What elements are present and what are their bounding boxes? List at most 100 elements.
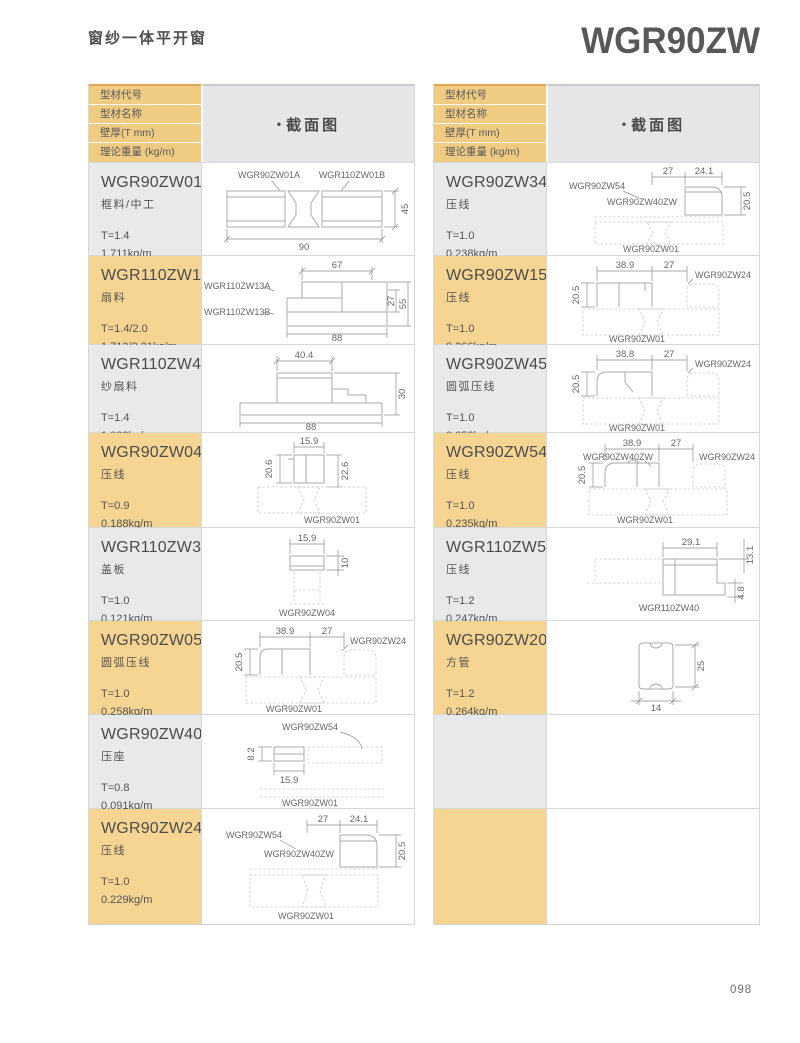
profile-code: WGR90ZW01 [101,174,203,191]
profile-name: 圆弧压线 [446,381,496,393]
profile-name: 压线 [446,292,471,304]
header-wall-thickness: 壁厚(T mm) [434,124,546,143]
profile-thickness: T=0.9 [101,500,130,512]
profile-info-cell: WGR90ZW34 压线 T=1.0 0.238kg/m [434,163,548,260]
profile-code: WGR90ZW45 [446,356,548,373]
dimension-label: 24.1 [350,814,369,825]
table-row: WGR90ZW04 压线 T=0.9 0.188kg/m 15.9 [89,432,414,530]
profile-name: 圆弧压线 [101,657,151,669]
diagram-cell: 40.4 30 88 [201,345,414,432]
table-row: WGR90ZW40ZW 压座 T=0.8 0.091kg/m WGR90ZW54… [89,714,414,812]
section-view-header: • 截面图 [201,84,414,162]
header-profile-code: 型材代号 [434,86,546,105]
profile-weight: 0.188kg/m [101,517,153,530]
dimension-label: 15.9 [280,775,299,786]
dimension-label: 45 [400,204,411,215]
dimension-label: 20.5 [397,841,408,860]
profile-thickness: T=1.2 [446,688,475,700]
header-wall-thickness: 壁厚(T mm) [89,124,201,143]
ref-code-label: WGR90ZW01 [609,423,665,432]
ref-code-label: WGR90ZW24 [695,270,751,280]
profile-name: 压座 [101,751,126,763]
table-row: WGR110ZW40 纱扇料 T=1.4 1.033kg/m 40.4 [89,344,414,442]
diagram-cell: 27 24.1 WGR90ZW54 WGR90ZW40ZW 20.5 WGR90… [546,163,759,255]
ref-code-label: WGR110ZW40 [639,603,699,613]
profile-table-right: 型材代号 型材名称 壁厚(T mm) 理论重量 (kg/m) • 截面图 WGR… [433,84,760,925]
diagram-cell: 15.9 10 WGR90ZW04 [201,528,414,620]
header-profile-name: 型材名称 [434,105,546,124]
dimension-label: 27 [671,438,682,449]
diagram-cell: 27 24.1 WGR90ZW54 WGR90ZW40ZW 20.5 WGR90… [201,809,414,924]
dimension-label: 88 [332,333,343,342]
dimension-label: 14 [651,703,662,713]
table-row: WGR90ZW20 方管 T=1.2 0.264kg/m 25 [434,620,759,718]
profile-weight: 0.091kg/m [101,799,153,812]
section-diagram: 15.9 20.6 22.6 WGR90ZW01 [257,436,367,525]
profile-weight: 0.264kg/m [446,705,498,718]
ref-code-label: WGR90ZW04 [279,608,335,618]
ref-code-label: WGR90ZW01 [282,798,338,807]
dimension-label: 20.5 [571,286,582,305]
dimension-label: 22.6 [340,462,351,481]
table-header: 型材代号 型材名称 壁厚(T mm) 理论重量 (kg/m) • 截面图 [434,84,759,162]
profile-info-cell: WGR90ZW24 压线 T=1.0 0.229kg/m [89,809,202,924]
profile-thickness: T=1.0 [446,412,475,424]
table-row: WGR90ZW01 框料/中工 T=1.4 1.711kg/m WGR90ZW0… [89,162,414,260]
profile-info-cell: WGR90ZW15 压线 T=1.0 0.266kg/m [434,256,547,353]
profile-weight: 0.229kg/m [101,893,153,906]
profile-info-cell [434,809,546,924]
ref-code-label: WGR90ZW01A [238,170,300,180]
dimension-label: 8.2 [246,747,257,760]
profile-name: 扇料 [101,292,126,304]
series-code-title: WGR90ZW [581,20,760,62]
dimension-label: 25 [696,660,707,671]
diagram-cell [546,715,759,808]
diagram-cell: 38.9 27 WGR90ZW24 20.5 WGR90ZW01 [546,256,759,344]
ref-code-label: WGR90ZW24 [699,452,755,462]
dimension-label: 15.9 [300,436,319,447]
profile-name: 压线 [101,845,126,857]
catalog-content: 型材代号 型材名称 壁厚(T mm) 理论重量 (kg/m) • 截面图 WGR… [88,84,760,925]
ref-code-label: WGR90ZW54 [282,722,338,732]
diagram-cell: WGR90ZW01A WGR110ZW01B 45 90 [201,163,414,255]
ref-code-label: WGR90ZW01 [609,334,665,343]
section-diagram: 29.1 13.1 4.8 WGR110ZW40 [587,537,756,613]
ref-code-label: WGR90ZW40ZW [583,452,654,462]
profile-weight: 0.235kg/m [446,517,498,530]
table-row: WGR110ZW50 压线 T=1.2 0.247kg/m 29.1 [434,527,759,625]
dimension-label: 27 [664,260,675,271]
dimension-label: 27 [322,626,333,637]
dimension-label: 29.1 [682,537,701,548]
dimension-label: 40.4 [295,350,314,361]
profile-thickness: T=1.0 [101,595,130,607]
profile-code: WGR110ZW30 [101,539,211,556]
profile-table-left: 型材代号 型材名称 壁厚(T mm) 理论重量 (kg/m) • 截面图 WGR… [88,84,415,925]
profile-info-cell: WGR90ZW04 压线 T=0.9 0.188kg/m [89,433,202,530]
bullet-icon: • [276,117,282,131]
table-row: WGR110ZW13 扇料 T=1.4/2.0 1.713/2.21kg/m 6… [89,255,414,353]
dimension-label: 55 [398,299,409,310]
profile-name: 压线 [446,469,471,481]
profile-thickness: T=1.0 [101,688,130,700]
profile-info-cell: WGR110ZW30 盖板 T=1.0 0.121kg/m [89,528,211,625]
section-view-label: 截面图 [631,116,686,134]
dimension-label: 27 [664,349,675,360]
table-row-empty [434,808,759,924]
section-diagram: 27 24.1 WGR90ZW54 WGR90ZW40ZW 20.5 WGR90… [226,814,408,921]
ref-code-label: WGR90ZW40ZW [264,849,335,859]
dimension-label: 24.1 [695,166,714,177]
profile-name: 纱扇料 [101,381,139,393]
diagram-cell: 29.1 13.1 4.8 WGR110ZW40 [546,528,759,620]
profile-info-cell: WGR110ZW13 扇料 T=1.4/2.0 1.713/2.21kg/m [89,256,211,353]
dimension-label: 38.9 [623,438,642,449]
profile-code: WGR110ZW13 [101,267,211,284]
profile-thickness: T=1.0 [446,500,475,512]
header-profile-name: 型材名称 [89,105,201,124]
profile-code: WGR90ZW34 [446,174,548,191]
ref-code-label: WGR90ZW54 [569,181,625,191]
ref-code-label: WGR90ZW01 [278,911,334,921]
section-diagram: 67 WGR110ZW13A WGR110ZW13B 27 55 [204,260,411,342]
page-title: 窗纱一体平开窗 [88,30,208,47]
diagram-cell: 15.9 20.6 22.6 WGR90ZW01 [201,433,414,527]
profile-name: 框料/中工 [101,199,156,211]
